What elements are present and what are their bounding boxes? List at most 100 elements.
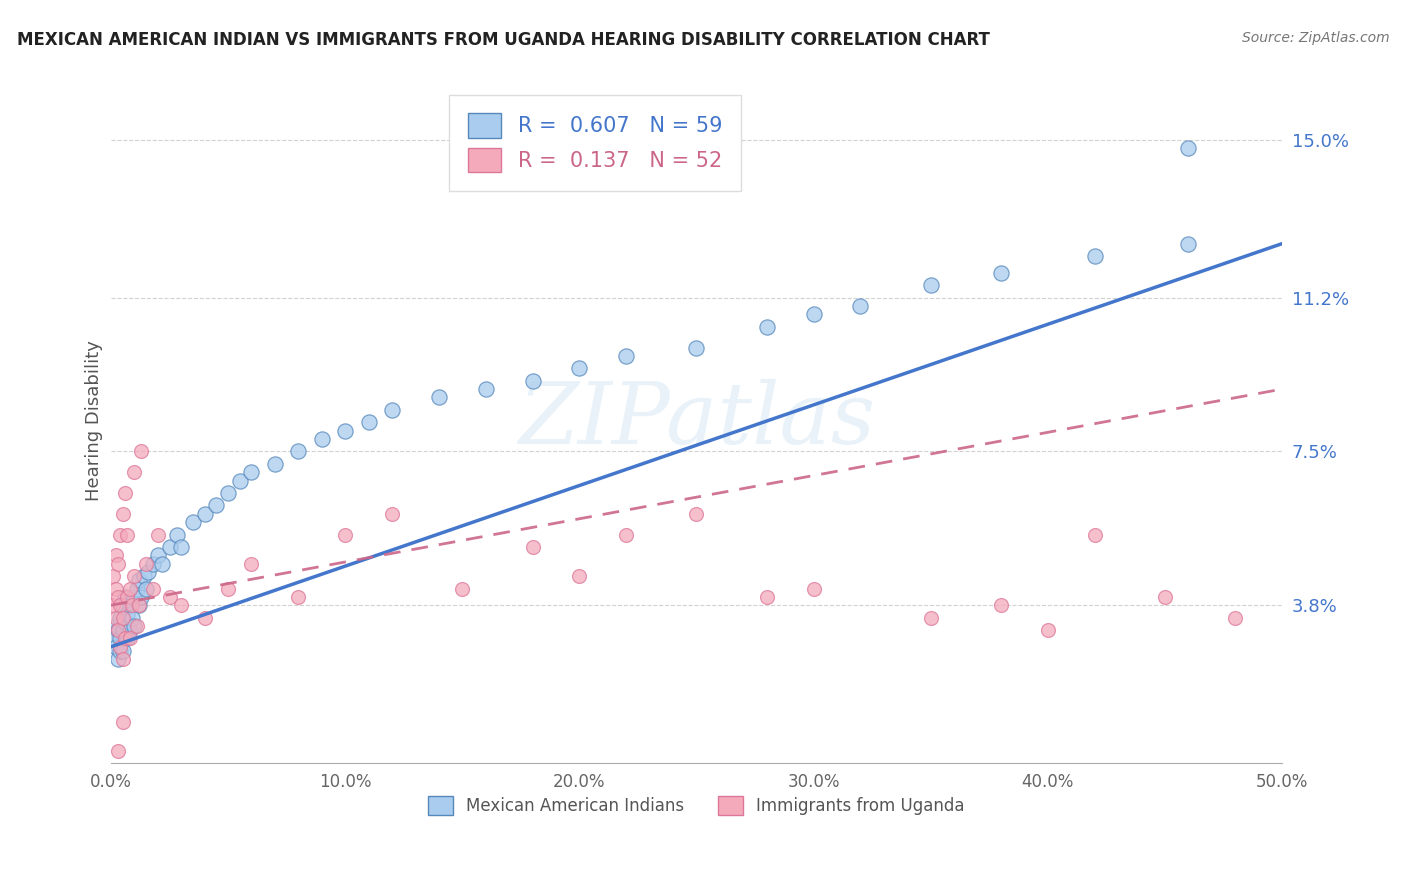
Point bbox=[104, 640, 127, 654]
Point bbox=[1177, 236, 1199, 251]
Point bbox=[1223, 610, 1246, 624]
Point bbox=[104, 610, 127, 624]
Point bbox=[357, 416, 380, 430]
Point bbox=[114, 615, 136, 629]
Point bbox=[152, 557, 174, 571]
Point bbox=[287, 444, 309, 458]
Y-axis label: Hearing Disability: Hearing Disability bbox=[86, 340, 103, 500]
Point bbox=[170, 598, 193, 612]
Point bbox=[990, 598, 1012, 612]
Point bbox=[103, 569, 125, 583]
Point bbox=[240, 557, 263, 571]
Point bbox=[114, 632, 136, 646]
Text: MEXICAN AMERICAN INDIAN VS IMMIGRANTS FROM UGANDA HEARING DISABILITY CORRELATION: MEXICAN AMERICAN INDIAN VS IMMIGRANTS FR… bbox=[17, 31, 990, 49]
Point bbox=[614, 527, 637, 541]
Point bbox=[990, 266, 1012, 280]
Point bbox=[125, 619, 148, 633]
Point bbox=[104, 619, 127, 633]
Point bbox=[381, 403, 404, 417]
Point bbox=[111, 714, 134, 729]
Point bbox=[111, 507, 134, 521]
Point bbox=[111, 644, 134, 658]
Point bbox=[138, 565, 160, 579]
Point bbox=[568, 569, 591, 583]
Point bbox=[107, 652, 129, 666]
Point bbox=[117, 590, 139, 604]
Point bbox=[107, 623, 129, 637]
Point bbox=[110, 610, 132, 624]
Point bbox=[111, 598, 134, 612]
Point bbox=[287, 590, 309, 604]
Point bbox=[146, 527, 169, 541]
Point bbox=[142, 557, 165, 571]
Point bbox=[117, 527, 139, 541]
Point bbox=[522, 540, 544, 554]
Point bbox=[474, 382, 496, 396]
Point bbox=[104, 582, 127, 596]
Point bbox=[114, 590, 136, 604]
Point bbox=[118, 632, 141, 646]
Point bbox=[1154, 590, 1177, 604]
Point bbox=[451, 582, 474, 596]
Point bbox=[142, 582, 165, 596]
Point bbox=[685, 341, 707, 355]
Point bbox=[333, 527, 356, 541]
Point bbox=[103, 632, 125, 646]
Point bbox=[132, 569, 155, 583]
Point bbox=[107, 744, 129, 758]
Point bbox=[170, 540, 193, 554]
Point bbox=[264, 457, 287, 471]
Point bbox=[217, 582, 239, 596]
Point bbox=[128, 598, 150, 612]
Point bbox=[135, 582, 157, 596]
Point bbox=[114, 486, 136, 500]
Point bbox=[194, 610, 217, 624]
Point bbox=[181, 515, 204, 529]
Point bbox=[1084, 527, 1107, 541]
Point bbox=[803, 582, 825, 596]
Point bbox=[146, 549, 169, 563]
Point bbox=[121, 610, 143, 624]
Point bbox=[124, 619, 146, 633]
Point bbox=[427, 391, 450, 405]
Point bbox=[205, 499, 228, 513]
Legend: Mexican American Indians, Immigrants from Uganda: Mexican American Indians, Immigrants fro… bbox=[420, 788, 973, 823]
Point bbox=[333, 424, 356, 438]
Point bbox=[117, 632, 139, 646]
Point bbox=[110, 527, 132, 541]
Point bbox=[849, 299, 872, 313]
Point bbox=[1084, 249, 1107, 263]
Point bbox=[125, 582, 148, 596]
Point bbox=[135, 557, 157, 571]
Point bbox=[107, 557, 129, 571]
Point bbox=[614, 349, 637, 363]
Point bbox=[685, 507, 707, 521]
Point bbox=[194, 507, 217, 521]
Point bbox=[920, 610, 942, 624]
Point bbox=[111, 623, 134, 637]
Point bbox=[124, 465, 146, 479]
Point bbox=[381, 507, 404, 521]
Point bbox=[124, 569, 146, 583]
Point bbox=[104, 549, 127, 563]
Point bbox=[159, 540, 181, 554]
Point bbox=[217, 486, 239, 500]
Text: ZIPatlas: ZIPatlas bbox=[517, 379, 875, 462]
Point bbox=[1036, 623, 1059, 637]
Point bbox=[103, 598, 125, 612]
Point bbox=[110, 632, 132, 646]
Text: Source: ZipAtlas.com: Source: ZipAtlas.com bbox=[1241, 31, 1389, 45]
Point bbox=[568, 361, 591, 376]
Point bbox=[110, 640, 132, 654]
Point bbox=[118, 623, 141, 637]
Point bbox=[107, 623, 129, 637]
Point bbox=[111, 652, 134, 666]
Point bbox=[920, 278, 942, 293]
Point bbox=[240, 465, 263, 479]
Point bbox=[110, 598, 132, 612]
Point bbox=[803, 307, 825, 321]
Point bbox=[166, 527, 188, 541]
Point bbox=[755, 590, 778, 604]
Point bbox=[229, 474, 252, 488]
Point bbox=[131, 444, 153, 458]
